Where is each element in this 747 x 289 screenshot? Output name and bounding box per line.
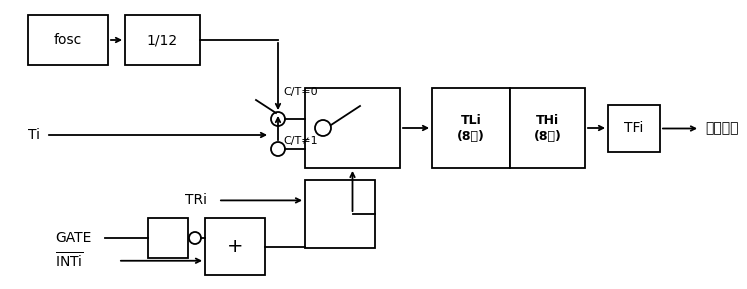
Text: TRi: TRi — [185, 193, 207, 208]
Text: $\overline{\mathsf{INTi}}$: $\overline{\mathsf{INTi}}$ — [55, 251, 84, 271]
Bar — [432, 88, 510, 168]
Bar — [305, 88, 400, 168]
Text: fosc: fosc — [54, 33, 82, 47]
Text: C/T=0: C/T=0 — [283, 87, 317, 97]
Text: 中断请求: 中断请求 — [705, 121, 739, 136]
Text: Ti: Ti — [28, 128, 40, 142]
Bar — [148, 218, 188, 258]
Text: TLi
(8位): TLi (8位) — [457, 114, 485, 142]
Bar — [305, 180, 375, 248]
Text: 1/12: 1/12 — [147, 33, 178, 47]
Bar — [510, 88, 585, 168]
Text: THi
(8位): THi (8位) — [533, 114, 562, 142]
Text: C/T≠1: C/T≠1 — [283, 136, 317, 146]
Text: TFi: TFi — [624, 121, 644, 136]
Text: GATE: GATE — [55, 231, 91, 245]
Bar — [28, 15, 108, 65]
Bar — [205, 218, 265, 275]
Bar — [608, 105, 660, 152]
Text: +: + — [227, 237, 244, 256]
Bar — [125, 15, 200, 65]
